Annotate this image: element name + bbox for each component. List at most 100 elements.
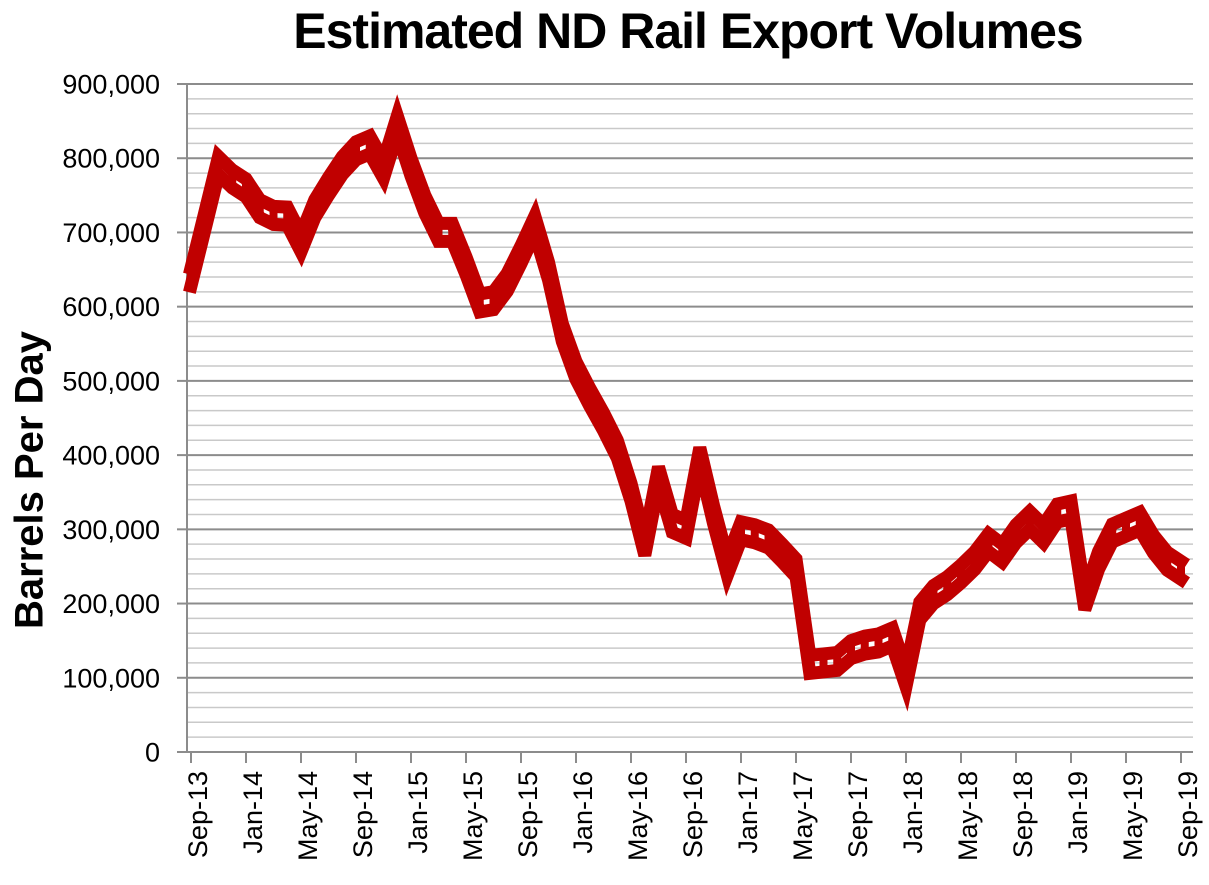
x-tick-label: Sep-14: [348, 771, 378, 858]
y-tick-label: 800,000: [62, 144, 160, 174]
data-point-marker: [888, 630, 897, 644]
x-tick-label: Sep-13: [183, 771, 213, 858]
data-point-marker: [434, 225, 443, 239]
x-tick-label: May-16: [623, 771, 653, 861]
data-point-marker: [1025, 513, 1034, 527]
data-point-marker: [1108, 526, 1117, 540]
data-point-marker: [1135, 514, 1144, 528]
data-point-marker: [1053, 506, 1062, 520]
x-tick-label: May-15: [458, 771, 488, 861]
data-point-marker: [640, 539, 649, 553]
data-point-marker: [352, 144, 360, 158]
x-tick-label: Sep-17: [843, 771, 873, 858]
data-point-marker: [915, 604, 924, 618]
x-tick-label: Jan-16: [568, 771, 598, 854]
x-tick-label: May-19: [1118, 771, 1148, 861]
x-tick-label: Jan-19: [1063, 771, 1093, 854]
data-point-marker: [668, 516, 677, 530]
data-point-marker: [1094, 554, 1103, 568]
data-point-marker: [365, 138, 374, 152]
data-point-marker: [1163, 554, 1172, 568]
data-point-marker: [393, 118, 402, 132]
data-point-marker: [544, 264, 553, 278]
x-tick-label: Sep-18: [1008, 771, 1038, 858]
data-point-marker: [558, 326, 567, 340]
y-tick-label: 200,000: [62, 589, 160, 619]
data-point-marker: [489, 294, 498, 308]
data-point-marker: [1067, 503, 1075, 517]
x-tick-label: Jan-15: [403, 771, 433, 854]
data-point-marker: [599, 415, 608, 429]
data-point-marker: [970, 554, 979, 568]
data-point-marker: [283, 209, 292, 223]
y-tick-label: 400,000: [62, 441, 160, 471]
data-point-marker: [338, 159, 347, 173]
data-point-marker: [269, 208, 278, 222]
x-tick-label: Jan-18: [898, 771, 928, 854]
data-point-marker: [613, 442, 622, 456]
data-point-marker: [709, 507, 718, 521]
data-point-marker: [200, 214, 209, 228]
data-point-marker: [242, 181, 250, 195]
data-point-marker: [682, 522, 690, 536]
data-point-marker: [764, 532, 773, 546]
data-point-marker: [943, 579, 952, 593]
chart-title: Estimated ND Rail Export Volumes: [293, 3, 1083, 59]
high-estimate-line: [183, 94, 1191, 694]
y-tick-label: 700,000: [62, 218, 160, 248]
x-tick-label: Sep-15: [513, 771, 543, 858]
data-point-marker: [407, 160, 415, 174]
data-point-marker: [723, 559, 732, 573]
data-point-marker: [833, 654, 842, 668]
x-tick-label: Sep-16: [678, 771, 708, 858]
data-point-marker: [228, 172, 237, 186]
data-point-marker: [214, 159, 223, 173]
data-point-marker: [475, 296, 484, 310]
data-point-marker: [998, 546, 1007, 560]
data-point-marker: [1149, 537, 1158, 551]
data-point-marker: [503, 275, 512, 289]
data-point-marker: [957, 567, 965, 581]
data-point-marker: [847, 643, 855, 657]
data-point-marker: [695, 450, 704, 464]
y-tick-label: 300,000: [62, 515, 160, 545]
data-point-marker: [902, 671, 910, 685]
data-point-marker: [654, 469, 663, 483]
y-tick-label: 900,000: [62, 70, 160, 100]
y-tick-label: 500,000: [62, 366, 160, 396]
data-point-marker: [627, 485, 635, 499]
data-point-marker: [517, 248, 525, 262]
x-tick-label: Jan-17: [733, 771, 763, 854]
y-tick-label: 100,000: [62, 663, 160, 693]
data-point-marker: [984, 536, 993, 550]
data-point-marker: [448, 225, 457, 239]
data-point-marker: [297, 236, 305, 250]
data-point-marker: [530, 218, 539, 232]
x-tick-label: May-17: [788, 771, 818, 861]
data-point-marker: [420, 197, 429, 211]
low-estimate-line: [183, 112, 1191, 712]
data-point-marker: [187, 270, 195, 284]
data-point-marker: [778, 546, 787, 560]
data-point-marker: [929, 588, 938, 602]
data-point-marker: [1080, 594, 1089, 608]
data-point-marker: [572, 363, 580, 377]
y-tick-label: 600,000: [62, 292, 160, 322]
data-point-marker: [1177, 563, 1185, 577]
data-point-marker: [379, 162, 388, 176]
x-tick-label: May-18: [953, 771, 983, 861]
data-point-marker: [585, 390, 594, 404]
data-point-marker: [860, 638, 869, 652]
x-tick-label: Sep-19: [1173, 771, 1203, 858]
data-point-marker: [324, 179, 333, 193]
data-point-marker: [1012, 527, 1020, 541]
y-tick-label: 0: [145, 738, 160, 768]
data-point-marker: [792, 561, 800, 575]
x-tick-label: May-14: [293, 771, 323, 861]
x-tick-label: Jan-14: [238, 771, 268, 854]
data-point-marker: [310, 202, 319, 216]
data-point-marker: [1122, 520, 1130, 534]
data-point-marker: [737, 524, 745, 538]
